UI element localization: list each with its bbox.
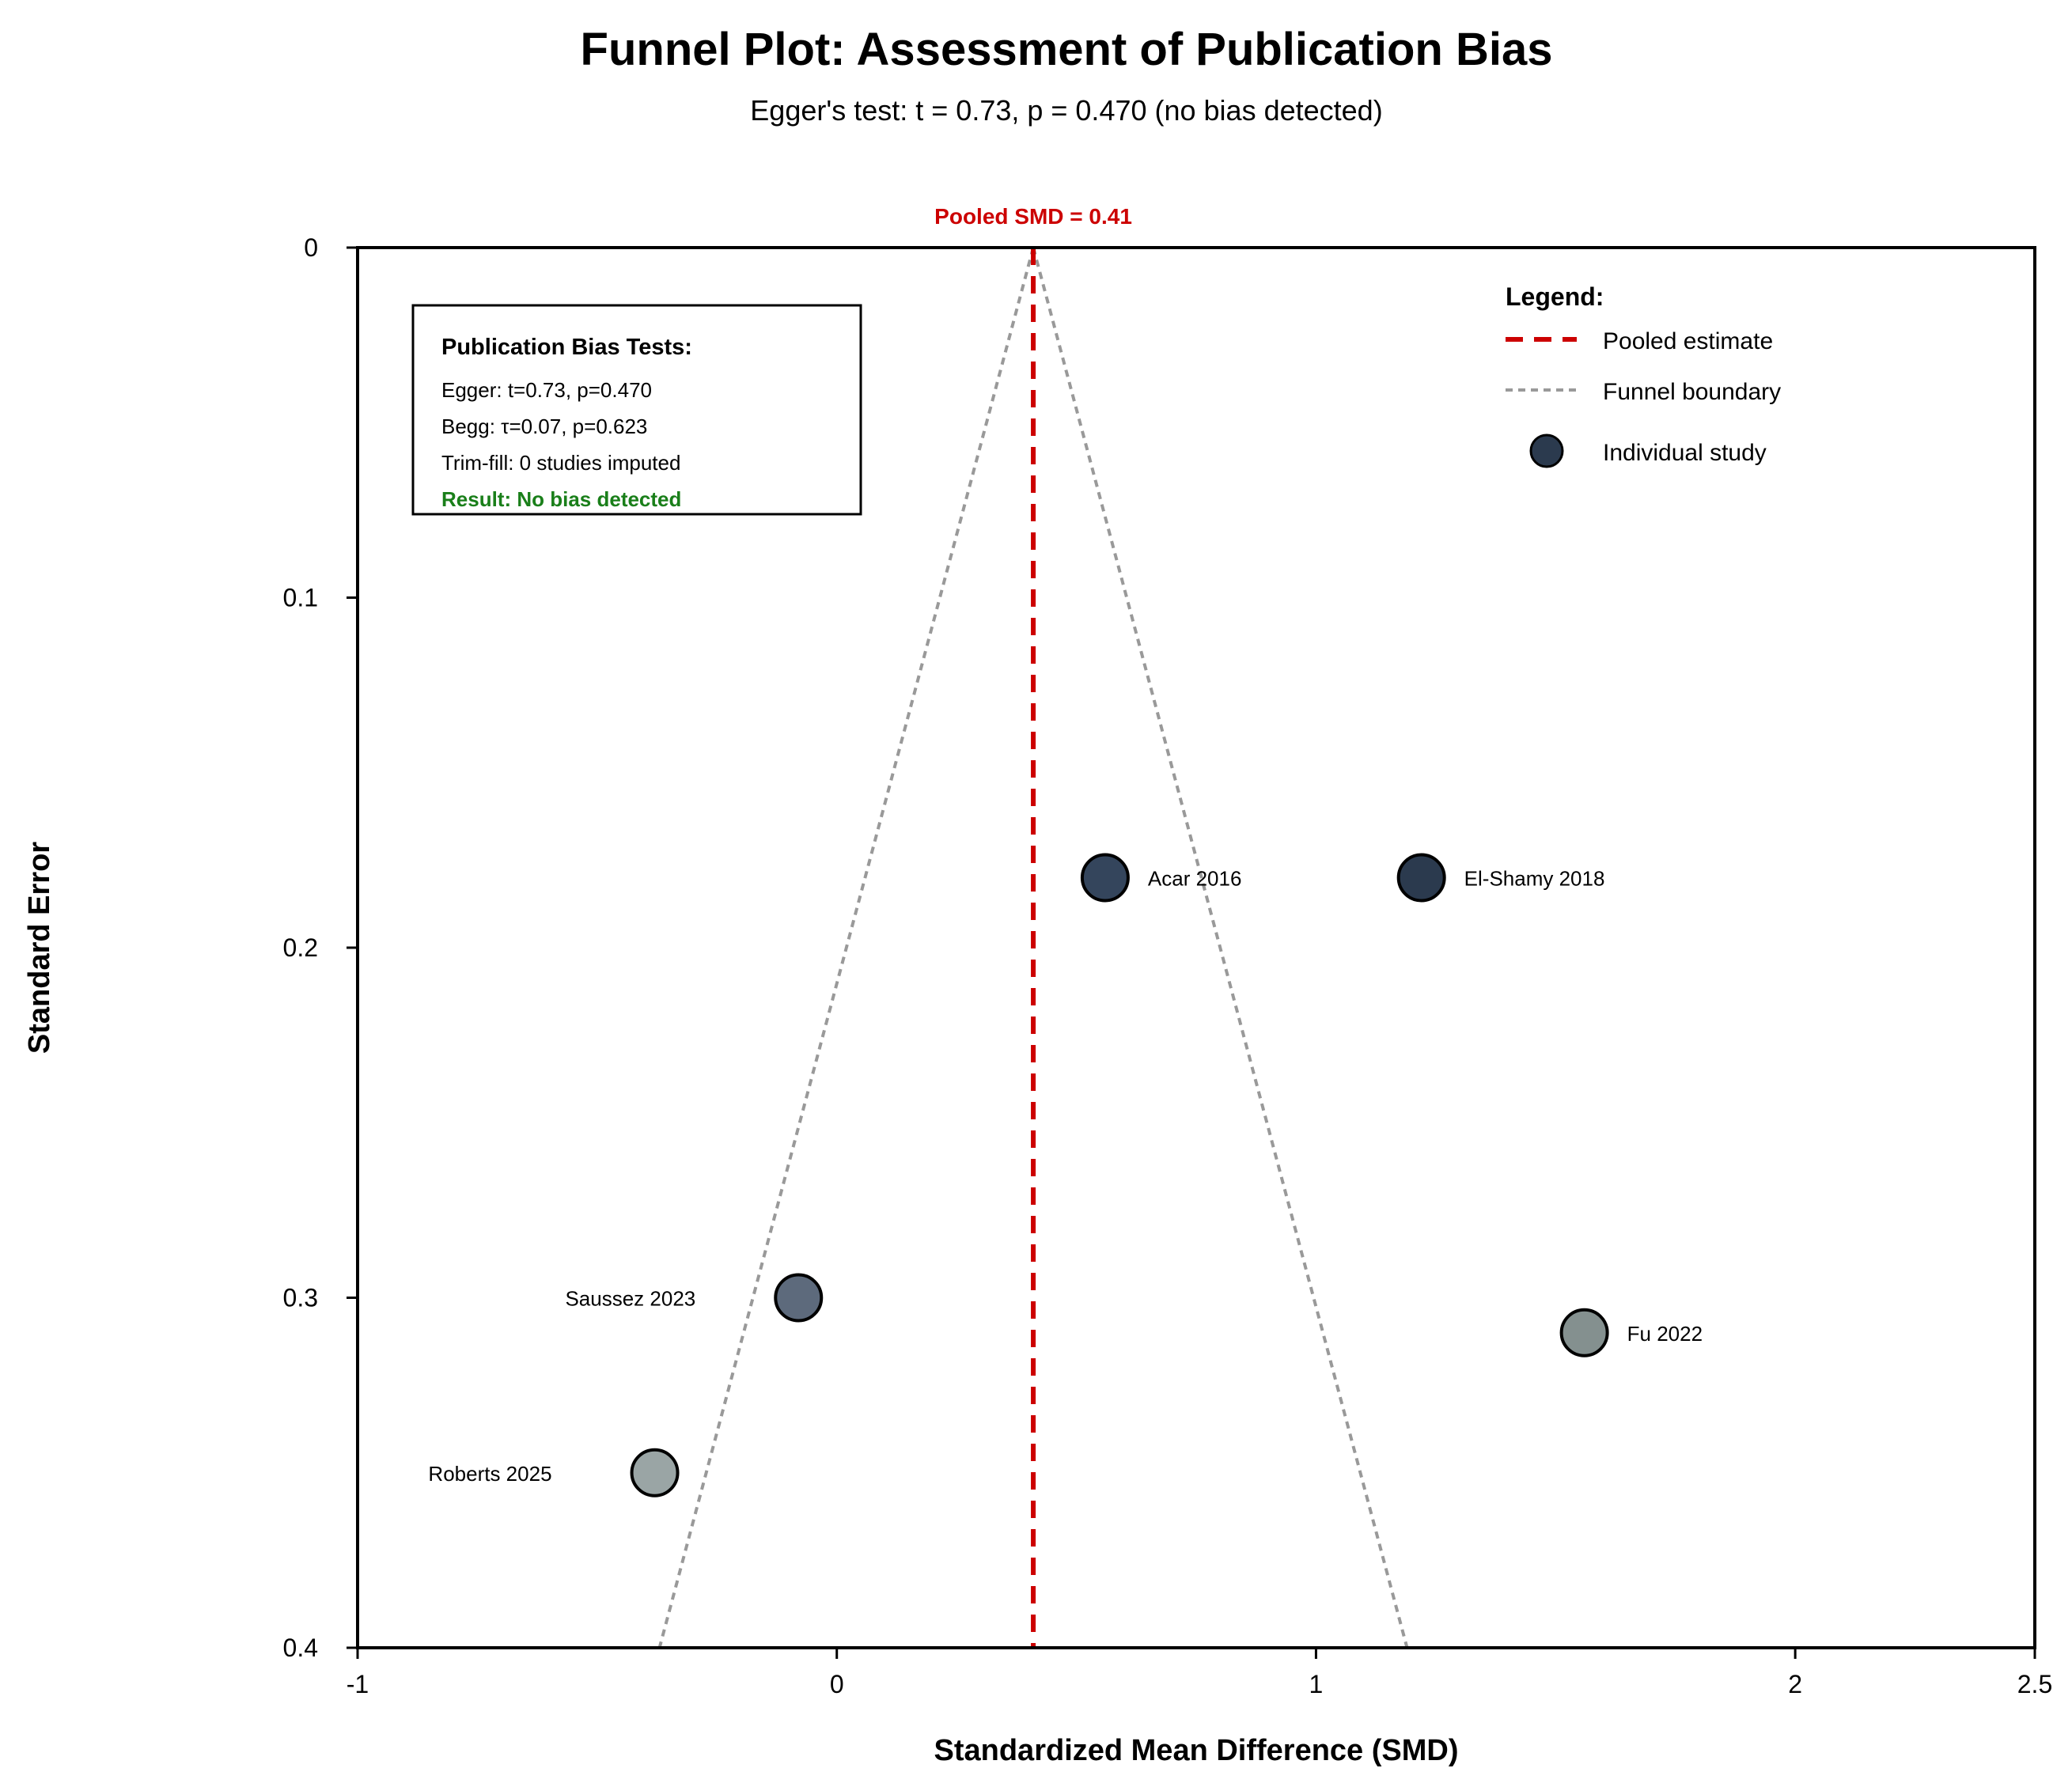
study-point (1080, 853, 1130, 903)
study-points: Acar 2016 El-Shamy 2018 Saussez 2023 Fu 202… (428, 853, 1703, 1497)
chart-title: Funnel Plot: Assessment of Publication B… (581, 24, 1553, 75)
study-point (630, 1448, 680, 1497)
x-tick-label: 0 (830, 1670, 844, 1698)
legend-study-swatch (1529, 433, 1564, 468)
x-tick-label: 1 (1309, 1670, 1324, 1698)
legend-pooled-label: Pooled estimate (1603, 328, 1773, 354)
x-tick-label: 2.5 (2017, 1670, 2052, 1698)
funnel-left-boundary (657, 247, 1035, 1649)
legend-study-label: Individual study (1603, 440, 1767, 466)
study-point (1559, 1308, 1609, 1357)
y-axis: 0 0.1 0.2 0.3 0.4 (283, 233, 358, 1662)
bias-box-line-egger: Egger: t=0.73, p=0.470 (441, 378, 652, 402)
x-tick-label: 2 (1788, 1670, 1802, 1698)
x-tick-label: -1 (347, 1670, 369, 1698)
x-axis: -1 0 1 2 2.5 (347, 1648, 2052, 1698)
chart-subtitle: Egger's test: t = 0.73, p = 0.470 (no bi… (750, 94, 1382, 127)
y-tick-label: 0.3 (283, 1284, 318, 1312)
bias-box-result: Result: No bias detected (441, 487, 681, 511)
bias-box-title: Publication Bias Tests: (441, 335, 692, 360)
study-label: Fu 2022 (1627, 1322, 1703, 1346)
y-axis-title: Standard Error (23, 842, 56, 1054)
y-tick-label: 0.4 (283, 1634, 318, 1662)
funnel-boundary (657, 247, 1409, 1649)
funnel-right-boundary (1032, 247, 1409, 1649)
bias-box-line-begg: Begg: τ=0.07, p=0.623 (441, 415, 647, 438)
bias-box-frame (411, 304, 862, 516)
study-label: Acar 2016 (1148, 867, 1242, 891)
study-label: El-Shamy 2018 (1464, 867, 1605, 891)
bias-box-line-trimfill: Trim-fill: 0 studies imputed (441, 451, 680, 475)
x-axis-title: Standardized Mean Difference (SMD) (934, 1734, 1459, 1767)
publication-bias-box: Publication Bias Tests: Egger: t=0.73, p… (411, 304, 862, 516)
legend-funnel-label: Funnel boundary (1603, 379, 1781, 405)
study-point (1396, 853, 1446, 903)
pooled-smd-label: Pooled SMD = 0.41 (934, 204, 1132, 229)
study-point (774, 1273, 824, 1323)
legend-title: Legend: (1506, 282, 1604, 311)
y-tick-label: 0.2 (283, 933, 318, 962)
y-tick-label: 0.1 (283, 584, 318, 612)
legend: Legend: Pooled estimate Funnel boundary … (1506, 282, 1781, 468)
study-label: Saussez 2023 (565, 1287, 695, 1311)
study-label: Roberts 2025 (428, 1462, 551, 1486)
y-tick-label: 0 (304, 233, 318, 262)
